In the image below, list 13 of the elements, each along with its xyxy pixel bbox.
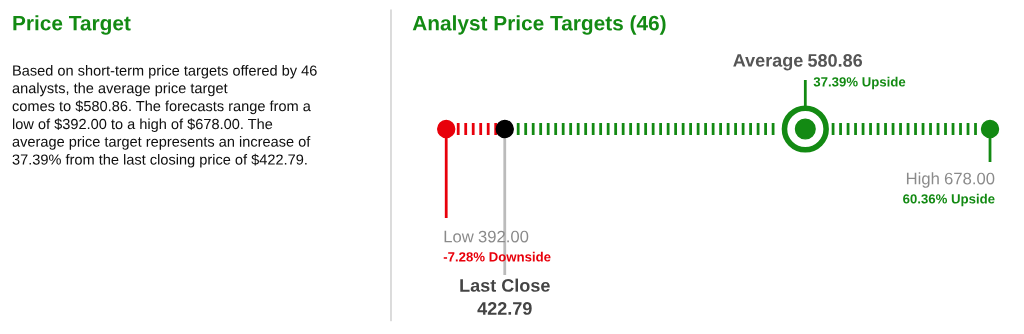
text: Price Target bbox=[13, 15, 131, 35]
category-label: Low bbox=[444, 230, 474, 243]
text: -7.28% Downside bbox=[443, 251, 551, 262]
text: 60.36% Upside bbox=[903, 193, 995, 207]
data-label: 678.00 bbox=[944, 172, 995, 185]
text: Analyst Price Targets (46) bbox=[412, 15, 666, 35]
category-label: High bbox=[906, 172, 939, 188]
data-label: 580.86 bbox=[808, 54, 863, 67]
category-label: Average bbox=[733, 54, 803, 71]
category-label: Last Close bbox=[460, 278, 550, 292]
text: Based on short-term price targets offered by 46 analysts, the average price target comes to $580.86. The forecasts range from a low of $392.00 to a high of $678.00. The average price target represents an increase of 37.39% from the last closing price of $422.79. bbox=[12, 65, 317, 168]
text: 37.39% Upside bbox=[813, 76, 906, 90]
data-label: 422.79 bbox=[477, 302, 532, 315]
